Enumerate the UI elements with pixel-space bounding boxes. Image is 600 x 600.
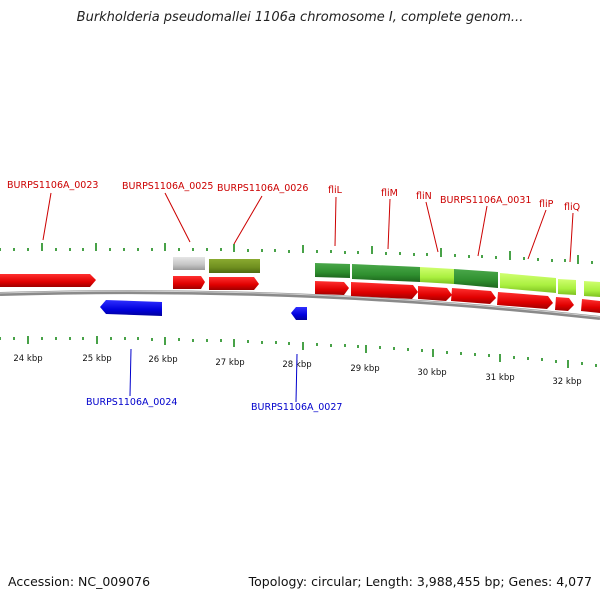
gene-next-forward[interactable] [581, 299, 600, 313]
gene-burps1106a-0031[interactable] [451, 288, 496, 304]
gene-label[interactable]: fliQ [564, 202, 580, 213]
feature-flin-domain[interactable] [420, 267, 454, 284]
gene-burps1106a-0026[interactable] [209, 277, 259, 290]
gene-burps1106a-0024[interactable] [100, 300, 162, 316]
scale-label: 30 kbp [417, 368, 446, 378]
feature-olive[interactable] [209, 259, 260, 273]
scale-label: 32 kbp [552, 377, 581, 387]
scale-labels: 24 kbp 25 kbp 26 kbp 27 kbp 28 kbp 29 kb… [13, 354, 581, 387]
forward-strand-genes [0, 274, 600, 313]
gene-label[interactable]: BURPS1106A_0025 [122, 181, 213, 192]
gene-label[interactable]: BURPS1106A_0027 [251, 402, 342, 413]
reverse-leader-lines [129, 348, 298, 403]
map-title: Burkholderia pseudomallei 1106a chromoso… [76, 10, 524, 25]
reverse-gene-labels: BURPS1106A_0024 BURPS1106A_0027 [86, 397, 342, 413]
gene-fliq[interactable] [555, 297, 574, 311]
gene-label[interactable]: fliN [416, 191, 432, 202]
gene-burps1106a-0023[interactable] [0, 274, 96, 287]
gene-label[interactable]: BURPS1106A_0023 [7, 180, 98, 191]
gene-burps1106a-0025[interactable] [173, 276, 205, 289]
gene-label[interactable]: fliL [328, 185, 343, 196]
feature-next-domain[interactable] [584, 281, 600, 297]
feature-fliq-domain[interactable] [558, 279, 576, 295]
gene-label[interactable]: BURPS1106A_0026 [217, 183, 308, 194]
accession-label: Accession: NC_009076 [8, 574, 151, 589]
chromosome-backbone [0, 290, 600, 320]
gene-flim[interactable] [351, 282, 418, 299]
lower-tick-ring [0, 336, 597, 368]
scale-label: 24 kbp [13, 354, 42, 364]
genome-summary: Topology: circular; Length: 3,988,455 bp… [248, 574, 592, 589]
feature-0031-domain[interactable] [454, 269, 498, 288]
feature-track [173, 257, 600, 297]
gene-flip[interactable] [497, 292, 553, 309]
feature-gray[interactable] [173, 257, 205, 270]
gene-label[interactable]: fliP [539, 199, 554, 210]
scale-label: 25 kbp [82, 354, 111, 364]
scale-label: 27 kbp [215, 358, 244, 368]
feature-flim-domain[interactable] [352, 264, 420, 282]
forward-leader-lines [42, 192, 574, 263]
gene-label[interactable]: BURPS1106A_0024 [86, 397, 177, 408]
gene-burps1106a-0027[interactable] [291, 307, 307, 320]
gene-label[interactable]: fliM [381, 188, 398, 199]
forward-gene-labels: BURPS1106A_0023 BURPS1106A_0025 BURPS110… [7, 180, 580, 213]
scale-label: 29 kbp [350, 364, 379, 374]
feature-flil-domain[interactable] [315, 263, 350, 278]
scale-label: 31 kbp [485, 373, 514, 383]
reverse-strand-genes [100, 300, 307, 320]
gene-flin[interactable] [418, 286, 452, 301]
scale-label: 26 kbp [148, 355, 177, 365]
upper-tick-ring [0, 243, 593, 264]
gene-flil[interactable] [315, 281, 349, 295]
feature-flip-domain[interactable] [500, 273, 556, 293]
gene-label[interactable]: BURPS1106A_0031 [440, 195, 531, 206]
